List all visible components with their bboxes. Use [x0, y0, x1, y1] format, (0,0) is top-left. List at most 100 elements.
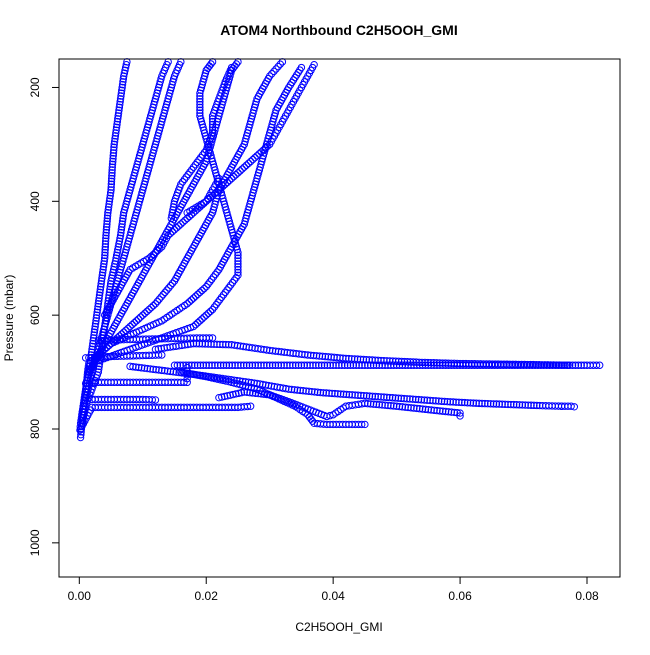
data-point [106, 194, 114, 203]
data-point [552, 361, 561, 369]
data-point [369, 400, 378, 408]
data-point [265, 72, 274, 80]
data-point [101, 240, 110, 248]
data-point [377, 393, 385, 401]
data-point [209, 273, 218, 281]
data-point [336, 354, 344, 362]
data-point [191, 370, 199, 379]
data-point [79, 399, 88, 408]
data-point [378, 401, 386, 409]
data-point [387, 402, 395, 410]
data-point [188, 165, 196, 174]
data-point [175, 222, 183, 230]
data-point [412, 358, 420, 366]
data-point [198, 340, 207, 348]
data-point [401, 403, 409, 411]
data-point [372, 400, 381, 409]
data-point [315, 352, 324, 360]
data-point [189, 163, 198, 171]
data-point [571, 361, 580, 369]
data-point [595, 361, 604, 369]
data-point [489, 400, 498, 408]
data-point [185, 212, 194, 221]
data-point [309, 351, 318, 360]
data-point [313, 388, 322, 396]
data-point [84, 362, 93, 371]
plot-frame [58, 58, 621, 578]
data-point [326, 361, 334, 369]
data-point [234, 263, 242, 271]
data-point [378, 361, 386, 369]
data-point [468, 360, 476, 368]
data-point [114, 109, 123, 117]
data-point [404, 403, 412, 412]
data-point [570, 403, 579, 411]
data-point [224, 340, 233, 349]
data-point [179, 368, 188, 377]
data-point [478, 399, 486, 408]
data-point [280, 361, 288, 369]
data-point [208, 374, 216, 382]
data-point [191, 320, 200, 329]
data-point [215, 174, 223, 183]
data-point [96, 288, 104, 297]
data-point [227, 281, 235, 289]
data-point [253, 152, 261, 160]
data-point [97, 277, 106, 285]
data-point [234, 271, 242, 280]
data-point [126, 322, 134, 331]
data-point [77, 413, 86, 422]
data-point [214, 361, 222, 369]
data-point [261, 144, 270, 152]
data-point [108, 166, 116, 174]
data-point [113, 120, 121, 129]
data-point [530, 401, 538, 410]
data-point [211, 270, 219, 279]
data-point [447, 408, 456, 416]
data-point [84, 365, 92, 373]
data-point [418, 405, 427, 413]
data-point [485, 360, 494, 368]
data-point [471, 360, 479, 368]
data-point [222, 361, 231, 369]
data-point [254, 361, 262, 369]
data-point [204, 280, 212, 288]
data-point [195, 340, 204, 348]
data-point [185, 361, 193, 369]
data-point [450, 359, 458, 368]
data-point [114, 115, 122, 123]
data-point [529, 360, 538, 369]
data-point [410, 404, 418, 412]
data-point [186, 168, 194, 176]
data-point [184, 170, 192, 179]
data-point [78, 411, 86, 419]
data-point [106, 191, 114, 200]
data-point [216, 361, 225, 369]
data-point [219, 361, 228, 369]
data-point [196, 109, 204, 117]
data-point [323, 361, 332, 369]
data-point [521, 401, 529, 409]
data-point [509, 360, 517, 369]
data-point [230, 276, 239, 284]
data-point [104, 206, 112, 214]
data-point [101, 237, 110, 245]
data-point [472, 399, 480, 407]
data-point [289, 361, 297, 369]
data-point [113, 248, 121, 257]
data-point [152, 365, 160, 374]
data-point [546, 361, 555, 369]
data-point [482, 360, 491, 368]
data-point [263, 361, 271, 369]
data-point [149, 250, 158, 259]
data-point [90, 328, 99, 336]
data-point [398, 361, 407, 369]
data-point [158, 366, 166, 375]
data-point [306, 351, 315, 359]
data-point [366, 361, 375, 369]
data-point [155, 295, 163, 303]
data-point [172, 368, 180, 376]
data-point [114, 243, 123, 251]
